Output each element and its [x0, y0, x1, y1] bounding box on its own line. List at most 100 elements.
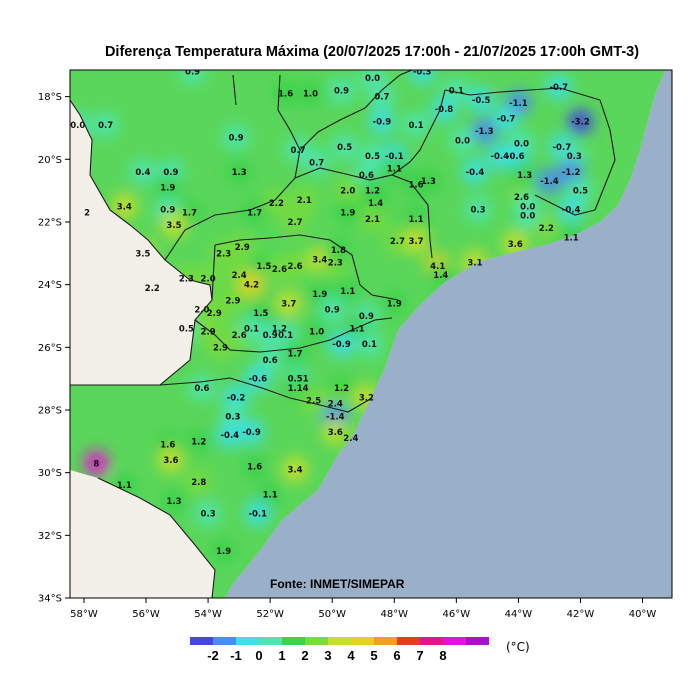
station-value: 1.7: [182, 209, 197, 219]
station-value: -0.9: [332, 340, 351, 350]
station-value: 0.4: [135, 168, 150, 178]
station-value: 3.1: [467, 259, 482, 269]
station-value: -0.9: [373, 118, 392, 128]
station-value: 3.6: [328, 428, 343, 438]
field-patch: [381, 155, 408, 182]
station-value: 2.7: [287, 218, 302, 228]
colorbar-swatch: [443, 637, 466, 645]
colorbar-swatch: [466, 637, 489, 645]
field-patch: [443, 77, 470, 104]
field-patch: [359, 205, 386, 232]
field-patch: [188, 375, 215, 402]
field-patch: [334, 199, 361, 226]
station-value: 0.6: [359, 171, 374, 181]
state-boundaries: [70, 70, 616, 598]
station-value: -0.2: [227, 393, 246, 403]
station-value: 1.9: [340, 209, 355, 219]
station-value: 3.7: [408, 237, 423, 247]
field-patch: [275, 290, 302, 317]
station-value: 2.1: [297, 196, 312, 206]
station-value: 1.3: [421, 177, 436, 187]
station-value: -0.1: [248, 509, 267, 519]
station-value: 0.9: [325, 306, 340, 316]
station-value: -1.1: [509, 99, 528, 109]
field-patch: [291, 187, 318, 214]
station-value: 0.3: [567, 152, 582, 162]
station-value: 1.2: [365, 187, 380, 197]
lat-tick-label: 20°S: [38, 155, 62, 166]
field-patch: [356, 331, 383, 358]
station-value: 3.4: [287, 466, 302, 476]
station-value: 2.2: [145, 284, 160, 294]
station-value: 0.7: [309, 158, 324, 168]
field-patch: [210, 537, 237, 564]
station-value: -0.4: [221, 431, 240, 441]
station-value: 0.9: [160, 205, 175, 215]
station-value: 0.3: [471, 205, 486, 215]
station-value: 2.5: [306, 397, 321, 407]
station-value: 2.8: [191, 478, 206, 488]
station-value: 0.1: [278, 331, 293, 341]
colorbar-label: 8: [439, 648, 446, 663]
lat-tick-label: 24°S: [38, 280, 62, 291]
field-patch: [402, 111, 429, 138]
station-value: 1.1: [350, 325, 365, 335]
station-value: 0.0: [514, 140, 529, 150]
field-patch: [533, 215, 560, 242]
station-value: 0.5: [179, 325, 194, 335]
field-patch: [536, 168, 563, 195]
station-value: 1.1: [387, 165, 402, 175]
ocean: [225, 70, 672, 598]
station-value: -1.2: [562, 168, 581, 178]
field-patch: [92, 111, 119, 138]
station-value: 0.1: [244, 325, 259, 335]
colorbar: -2 -1 0 1 2 3 4 5 6 7 8: [190, 637, 489, 663]
station-value: 1.5: [256, 262, 271, 272]
field-patch: [195, 500, 222, 527]
field-patch: [179, 70, 206, 85]
field-patch: [281, 208, 308, 235]
field-patch: [381, 290, 408, 317]
colorbar-label: -1: [230, 648, 242, 663]
station-value: -0.8: [435, 105, 454, 115]
field-patch: [511, 161, 538, 188]
colorbar-swatch: [420, 637, 443, 645]
station-value: 1.2: [272, 325, 287, 335]
field-patch: [241, 453, 268, 480]
station-value: 2: [84, 209, 90, 219]
station-value: -1.3: [475, 127, 494, 137]
station-value: 0.5: [573, 187, 588, 197]
colorbar-label: -2: [207, 648, 219, 663]
station-values: 0.9 1.6 1.0 0.9 0.0 0.7 -0.3 0.1 -0.5 -1.1 -0.7 -0.…: [70, 70, 590, 557]
lon-tick-label: 40°W: [629, 609, 657, 620]
colorbar-label: 1: [278, 648, 285, 663]
station-value: 1.5: [253, 309, 268, 319]
station-value: 1.2: [191, 437, 206, 447]
field-patch: [368, 108, 395, 135]
station-value: 1.9: [387, 299, 402, 309]
lat-tick-label: 30°S: [38, 468, 62, 479]
field-patch: [185, 469, 212, 496]
station-value: 0.1: [362, 340, 377, 350]
field-patch: [238, 418, 265, 445]
station-value: 3.6: [163, 456, 178, 466]
station-value: 3.7: [281, 299, 296, 309]
station-value: 8: [93, 459, 99, 469]
colorbar-swatch: [190, 637, 213, 645]
station-value: 1.1: [117, 481, 132, 491]
station-value: 1.1: [408, 215, 423, 225]
station-value: -0.5: [472, 96, 491, 106]
field-patch: [83, 450, 110, 477]
station-value: 2.6: [272, 265, 287, 275]
station-value: 0.51: [288, 375, 309, 385]
station-value: 0.1: [408, 121, 423, 131]
map-area: Fonte: INMET/SIMEPAR 0.9 1.6 1.0 0.9 0.0 0.7 -…: [70, 70, 672, 598]
field-patch: [325, 237, 352, 264]
station-value: 0.7: [98, 121, 113, 131]
station-value: 2.3: [328, 259, 343, 269]
station-value: 1.8: [331, 246, 346, 256]
station-value: 0.6: [194, 384, 209, 394]
station-value: 0.0: [520, 212, 535, 222]
temperature-field: [70, 70, 594, 564]
